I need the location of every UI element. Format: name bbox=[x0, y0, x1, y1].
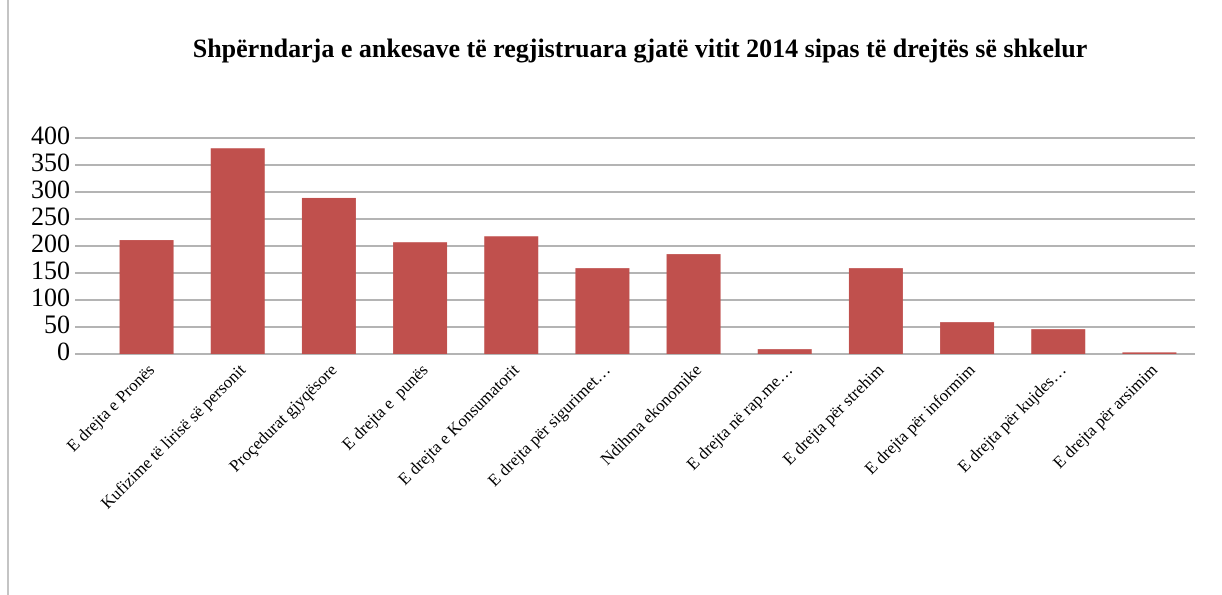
bar bbox=[393, 242, 448, 354]
bar bbox=[848, 268, 903, 354]
bar bbox=[119, 240, 174, 354]
y-tick-label: 250 bbox=[31, 202, 70, 231]
y-tick-label: 350 bbox=[31, 148, 70, 177]
bar bbox=[484, 236, 539, 354]
y-tick-label: 0 bbox=[57, 337, 70, 366]
x-tick-label: E drejta për strehim bbox=[779, 360, 888, 469]
y-tick-label: 200 bbox=[31, 229, 70, 258]
x-tick-label: Kufizime të lirisë së personit bbox=[97, 360, 249, 512]
bar bbox=[1122, 352, 1177, 354]
y-tick-label: 400 bbox=[31, 121, 70, 150]
x-tick-label: E drejta e punës bbox=[338, 360, 432, 454]
y-tick-label: 150 bbox=[31, 256, 70, 285]
x-tick-label: Ndihma ekonomike bbox=[597, 360, 706, 469]
bar bbox=[757, 349, 812, 354]
y-tick-label: 300 bbox=[31, 175, 70, 204]
bar bbox=[1031, 329, 1086, 354]
y-tick-label: 100 bbox=[31, 283, 70, 312]
bar bbox=[940, 322, 995, 354]
bar bbox=[575, 268, 630, 354]
x-tick-label: E drejta e Pronës bbox=[63, 360, 158, 455]
chart-title: Shpërndarja e ankesave të regjistruara g… bbox=[192, 34, 1088, 63]
bar bbox=[210, 148, 265, 354]
bar bbox=[666, 254, 721, 354]
y-tick-label: 50 bbox=[44, 310, 70, 339]
bar bbox=[301, 197, 356, 354]
